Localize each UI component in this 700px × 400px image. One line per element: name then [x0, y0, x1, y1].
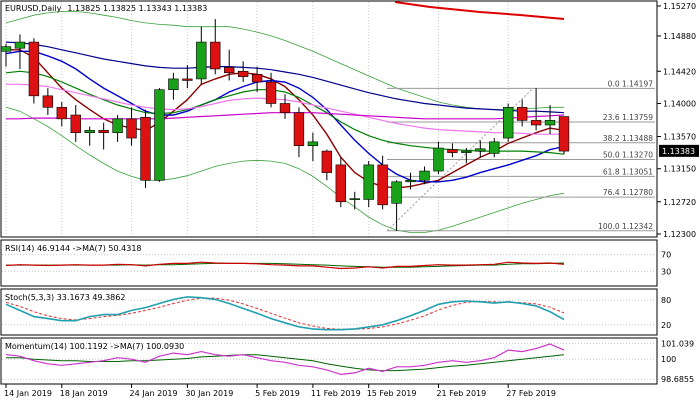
indicator-tick-label: 70 [661, 251, 671, 260]
date-label: 15 Feb 2019 [367, 389, 417, 398]
date-label: 11 Feb 2019 [311, 389, 361, 398]
stoch-k-line [5, 296, 565, 331]
candle-body [321, 150, 333, 173]
candle-body [391, 181, 402, 204]
price-tick-label: 1.14000 [663, 99, 696, 108]
candle-body [363, 164, 374, 200]
price-tick-label: 1.12720 [663, 198, 696, 207]
momentum-label: Momentum(14) 100.1192 ->MA(7) 100.0930 [5, 342, 184, 351]
indicator-tick-label: 80 [661, 296, 671, 305]
candle-body [419, 170, 430, 181]
date-label: 27 Feb 2019 [506, 389, 556, 398]
candle-body [377, 164, 388, 206]
date-label: 30 Jan 2019 [185, 389, 233, 398]
candle-body [475, 148, 486, 152]
candle-body [447, 149, 458, 153]
candle-body [98, 130, 109, 133]
date-label: 24 Jan 2019 [130, 389, 178, 398]
candle-body [126, 118, 137, 139]
fib-level-label: 0.0 1.14197 [608, 79, 654, 88]
price-tick-label: 1.13150 [663, 165, 696, 174]
candle-body [28, 41, 40, 97]
candle-body [489, 141, 500, 154]
date-axis: 14 Jan 2019 18 Jan 2019 24 Jan 2019 30 Jan … [4, 384, 556, 398]
date-label: 21 Feb 2019 [436, 389, 486, 398]
indicator-lines: 70 30 80 20 101.039 100 98.6855 [2, 251, 694, 384]
candle-body [70, 114, 81, 133]
candle-body [210, 41, 221, 70]
candle-body [265, 81, 277, 104]
price-tick-label: 1.14880 [663, 32, 696, 41]
candle-body [14, 41, 26, 49]
last-price-box [659, 144, 699, 157]
date-label: 18 Jan 2019 [60, 389, 108, 398]
rsi-label: RSI(14) 46.9144 ->MA(7) 50.4318 [5, 244, 142, 253]
candle-body [42, 95, 54, 108]
fib-level-label: 100.0 1.12342 [598, 222, 653, 231]
candle-body [433, 147, 444, 172]
stoch-label: Stoch(5,3,3) 33.1673 49.3862 [5, 293, 125, 302]
price-tick-label: 1.14420 [663, 67, 696, 76]
candle-body [112, 118, 123, 133]
candle-body [196, 41, 207, 80]
indicator-tick-label: 101.039 [661, 339, 694, 348]
candle-body [154, 89, 165, 181]
fib-level-label: 61.8 1.13051 [603, 167, 653, 176]
moving-average-line [6, 49, 565, 189]
candle-body [224, 67, 235, 74]
indicator-tick-label: 98.6855 [661, 375, 694, 384]
indicator-tick-label: 100 [661, 355, 676, 364]
candle-body [182, 78, 193, 81]
candle-body [0, 46, 12, 52]
fib-level-label: 76.4 1.12780 [603, 188, 653, 197]
date-label: 5 Feb 2019 [255, 389, 300, 398]
candle-body [307, 141, 319, 147]
candle-body [56, 107, 67, 120]
stoch-panel-frame [0, 288, 658, 336]
rsi-line [5, 261, 565, 270]
candle-body [84, 130, 95, 133]
price-axis: 1.15270 1.14880 1.14420 1.14000 1.13570 1.131… [657, 2, 699, 239]
candle-body [279, 103, 291, 114]
bollinger-lower-line [5, 106, 565, 233]
candle-body [405, 179, 416, 183]
candle-body [349, 198, 360, 200]
candle-body [544, 120, 556, 126]
candle-body [461, 150, 472, 153]
candle-body [140, 117, 151, 181]
price-tick-label: 1.13570 [663, 133, 696, 142]
candle-body [293, 112, 305, 147]
last-price-label: 1.13383 [662, 147, 695, 156]
indicator-tick-label: 20 [661, 321, 671, 330]
candle-body [503, 107, 514, 139]
candle-body [251, 74, 263, 83]
indicator-tick-label: 30 [661, 267, 671, 276]
date-label: 14 Jan 2019 [4, 389, 52, 398]
candle-body [516, 107, 528, 121]
moving-average-line [5, 41, 565, 114]
moving-average-line [5, 50, 565, 183]
fib-level-label: 23.6 1.13759 [603, 113, 653, 122]
candle-body [335, 164, 346, 203]
momentum-line [5, 343, 565, 376]
chart-title: EURUSD,Daily 1.13825 1.13825 1.13343 1.13… [5, 4, 207, 13]
price-tick-label: 1.12300 [663, 230, 696, 239]
fibonacci-levels: 0.0 1.14197 23.6 1.13759 38.2 1.13488 50.0 … [386, 79, 655, 232]
candle-body [237, 70, 249, 77]
price-tick-label: 1.15270 [663, 2, 696, 11]
candlesticks [0, 19, 570, 231]
candle-body [168, 78, 179, 90]
moving-averages [5, 41, 565, 189]
fib-level-label: 50.0 1.13270 [603, 151, 653, 160]
long-term-ma-line [394, 1, 565, 20]
fib-level-label: 38.2 1.13488 [603, 134, 653, 143]
candle-body [558, 116, 570, 152]
candle-body [530, 120, 542, 126]
